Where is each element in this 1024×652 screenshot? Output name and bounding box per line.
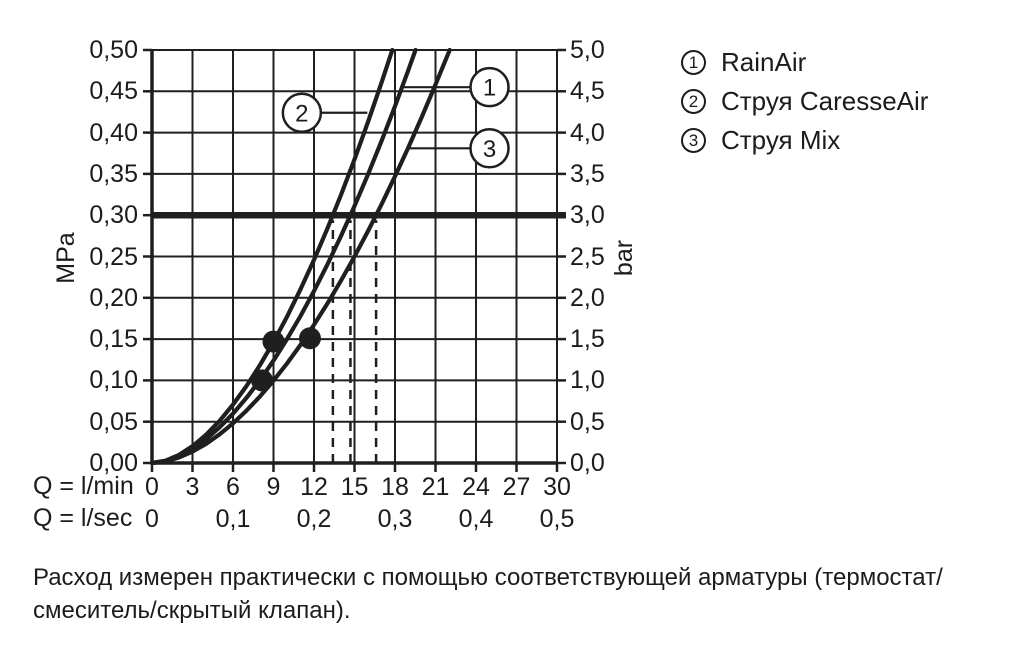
y-tick-label-mpa: 0,10: [89, 366, 138, 395]
y-tick-label-mpa: 0,15: [89, 325, 138, 354]
y-tick-label-bar: 4,5: [570, 77, 605, 106]
x-tick-label-lmin: 27: [502, 473, 531, 501]
legend-number-badge-3: 3: [681, 128, 706, 153]
caption-line-2: смеситель/скрытый клапан).: [33, 597, 351, 624]
x-tick-label-lmin: 0: [145, 473, 159, 501]
callout-number-2: 2: [295, 100, 308, 127]
callout-number-1: 1: [483, 75, 496, 102]
y-axis-unit-mpa: MPa: [52, 232, 80, 284]
y-tick-label-bar: 4,0: [570, 118, 605, 147]
y-tick-label-bar: 0,0: [570, 449, 605, 477]
x-tick-label-lsec: 0,4: [458, 505, 494, 533]
callout-circle-2: [281, 92, 323, 134]
x-tick-label-lmin: 18: [381, 473, 409, 501]
x-tick-label-lsec: 0: [145, 505, 159, 533]
x-tick-label-lsec: 0,2: [296, 505, 332, 533]
y-tick-label-bar: 3,5: [570, 159, 605, 188]
legend-number-badge-2: 2: [681, 89, 706, 114]
x-tick-label-lsec: 0,5: [539, 505, 575, 533]
y-tick-label-mpa: 0,05: [89, 407, 138, 436]
caption: Расход измерен практически с помощью соо…: [33, 561, 943, 627]
y-axis-unit-bar: bar: [610, 239, 638, 277]
data-point-marker: [262, 330, 285, 353]
x-axis-unit-lsec: Q = l/sec: [33, 504, 133, 532]
x-tick-label-lmin: 15: [340, 473, 369, 501]
flow-curve-3: [149, 47, 452, 466]
y-tick-label-mpa: 0,45: [89, 77, 138, 106]
y-tick-label-bar: 2,5: [570, 242, 605, 271]
data-point-marker: [298, 327, 321, 350]
x-tick-label-lmin: 12: [300, 473, 328, 501]
y-tick-label-mpa: 0,30: [89, 201, 138, 230]
y-tick-label-bar: 0,5: [570, 407, 605, 436]
x-tick-label-lmin: 6: [226, 473, 240, 501]
caption-line-1: Расход измерен практически с помощью соо…: [33, 564, 943, 591]
legend-item-mix: 3 Струя Mix: [681, 127, 928, 154]
x-tick-label-lsec: 0,1: [215, 505, 251, 533]
y-tick-label-mpa: 0,40: [89, 118, 138, 147]
callout-circle-3: [469, 128, 510, 169]
y-tick-label-mpa: 0,50: [89, 36, 138, 64]
x-tick-label-lmin: 24: [462, 473, 490, 501]
x-axis-unit-lmin: Q = l/min: [33, 472, 134, 500]
x-tick-label-lmin: 30: [543, 473, 571, 501]
x-tick-label-lmin: 9: [266, 473, 281, 501]
y-tick-label-mpa: 0,25: [89, 242, 138, 271]
callout-number-3: 3: [483, 136, 496, 163]
y-tick-label-mpa: 0,35: [89, 159, 138, 188]
legend: 1 RainAir 2 Струя CaresseAir 3 Струя Mix: [681, 49, 928, 166]
legend-number-badge-1: 1: [681, 50, 706, 75]
data-point-marker: [251, 369, 274, 392]
y-tick-label-bar: 5,0: [570, 36, 605, 64]
flow-curve-1: [149, 47, 418, 466]
y-tick-label-bar: 3,0: [570, 201, 605, 230]
y-tick-label-bar: 2,0: [570, 283, 605, 312]
legend-label-mix: Струя Mix: [721, 125, 841, 155]
legend-item-rainair: 1 RainAir: [681, 49, 928, 76]
legend-label-caresseair: Струя CaresseAir: [721, 86, 929, 116]
x-tick-label-lmin: 3: [185, 473, 200, 501]
x-tick-label-lmin: 21: [421, 473, 450, 501]
y-tick-label-mpa: 0,20: [89, 283, 138, 312]
y-tick-label-mpa: 0,00: [89, 449, 138, 477]
legend-label-rainair: RainAir: [721, 47, 807, 77]
y-tick-label-bar: 1,5: [570, 325, 605, 354]
x-tick-label-lsec: 0,3: [377, 505, 413, 533]
y-tick-label-bar: 1,0: [570, 366, 605, 395]
legend-item-caresseair: 2 Струя CaresseAir: [681, 88, 928, 115]
callout-circle-1: [469, 66, 510, 108]
